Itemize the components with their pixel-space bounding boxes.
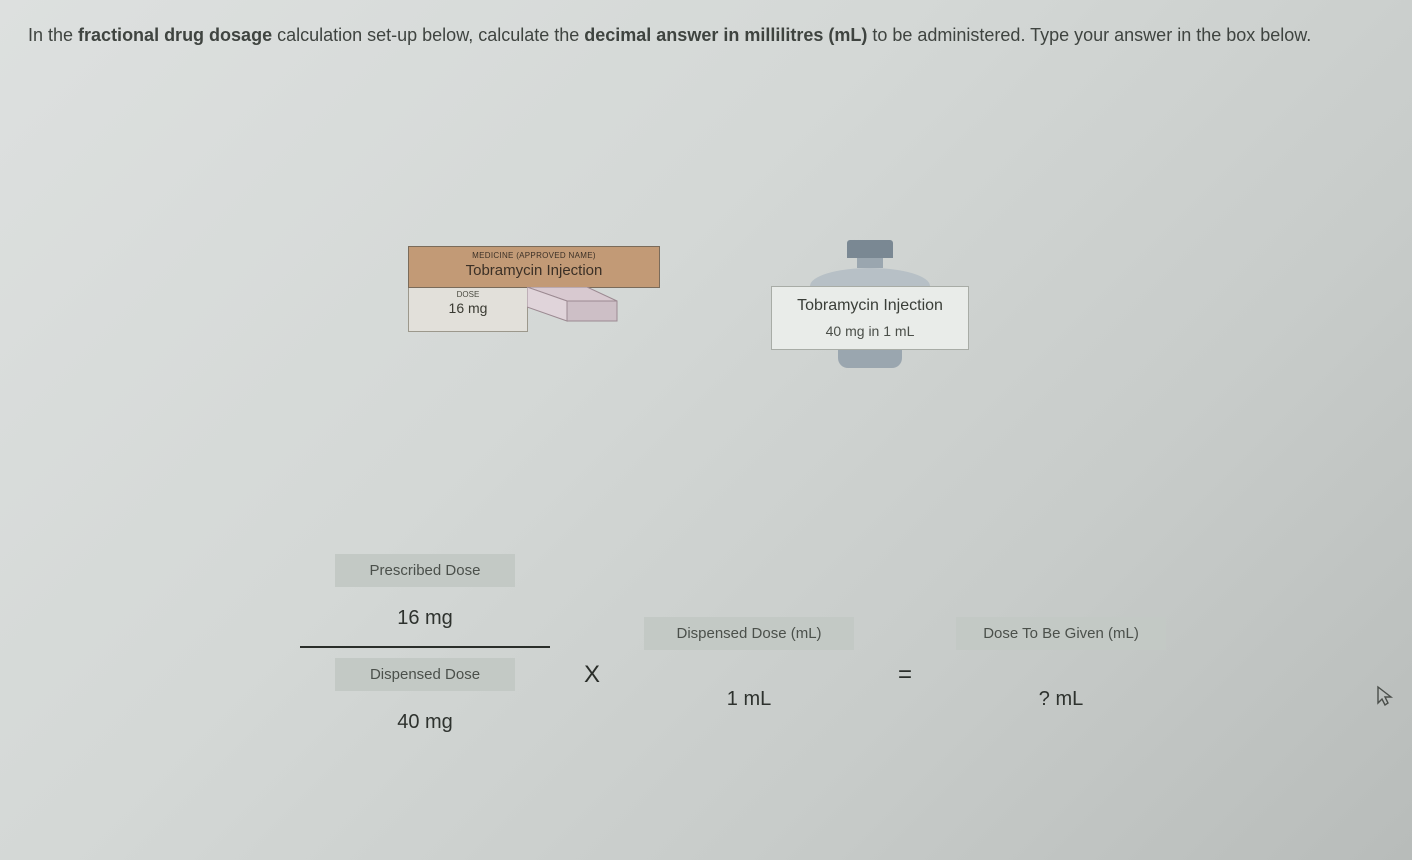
multiply-operator: X bbox=[580, 661, 604, 689]
box-flap-icon bbox=[527, 287, 667, 337]
vial-bottom bbox=[838, 350, 902, 368]
formula: Prescribed Dose 16 mg Dispensed Dose 40 … bbox=[300, 554, 1176, 740]
result-block: Dose To Be Given (mL) ? mL bbox=[946, 617, 1176, 717]
result-value[interactable]: ? mL bbox=[1039, 682, 1083, 717]
fraction-bar bbox=[300, 646, 550, 648]
medicine-box-row: DOSE 16 mg bbox=[408, 288, 660, 332]
question-text: In the fractional drug dosage calculatio… bbox=[28, 22, 1348, 49]
vial: Tobramycin Injection 40 mg in 1 mL bbox=[770, 240, 970, 368]
vial-name: Tobramycin Injection bbox=[778, 297, 962, 315]
q-mid: calculation set-up below, calculate the bbox=[272, 25, 584, 45]
medicine-box: MEDICINE (APPROVED NAME) Tobramycin Inje… bbox=[408, 246, 660, 332]
cursor-icon bbox=[1376, 685, 1394, 712]
medicine-box-top: MEDICINE (APPROVED NAME) Tobramycin Inje… bbox=[408, 246, 660, 288]
dose-value: 16 mg bbox=[409, 300, 527, 316]
q-prefix: In the bbox=[28, 25, 78, 45]
medicine-box-name: Tobramycin Injection bbox=[417, 262, 651, 279]
prescribed-dose-value: 16 mg bbox=[397, 601, 453, 636]
dispensed-ml-value: 1 mL bbox=[727, 682, 771, 717]
equals-operator: = bbox=[894, 661, 916, 689]
dispensed-dose-value: 40 mg bbox=[397, 705, 453, 740]
medicine-box-header: MEDICINE (APPROVED NAME) bbox=[417, 251, 651, 260]
dispensed-dose-label: Dispensed Dose bbox=[335, 658, 515, 691]
medicine-box-dose: DOSE 16 mg bbox=[408, 288, 528, 332]
fraction: Prescribed Dose 16 mg Dispensed Dose 40 … bbox=[300, 554, 550, 740]
dispensed-ml-label: Dispensed Dose (mL) bbox=[644, 617, 854, 650]
result-label: Dose To Be Given (mL) bbox=[956, 617, 1166, 650]
vial-concentration: 40 mg in 1 mL bbox=[778, 323, 962, 339]
q-suffix: to be administered. Type your answer in … bbox=[867, 25, 1311, 45]
vial-label: Tobramycin Injection 40 mg in 1 mL bbox=[771, 286, 969, 350]
vial-cap bbox=[847, 240, 893, 258]
prescribed-dose-label: Prescribed Dose bbox=[335, 554, 515, 587]
vial-neck bbox=[857, 258, 883, 268]
dispensed-ml-block: Dispensed Dose (mL) 1 mL bbox=[634, 617, 864, 717]
q-bold-2: decimal answer in millilitres (mL) bbox=[584, 25, 867, 45]
dose-label: DOSE bbox=[409, 290, 527, 299]
medicine-box-flap bbox=[528, 288, 660, 332]
vial-shoulder bbox=[810, 268, 930, 286]
q-bold-1: fractional drug dosage bbox=[78, 25, 272, 45]
